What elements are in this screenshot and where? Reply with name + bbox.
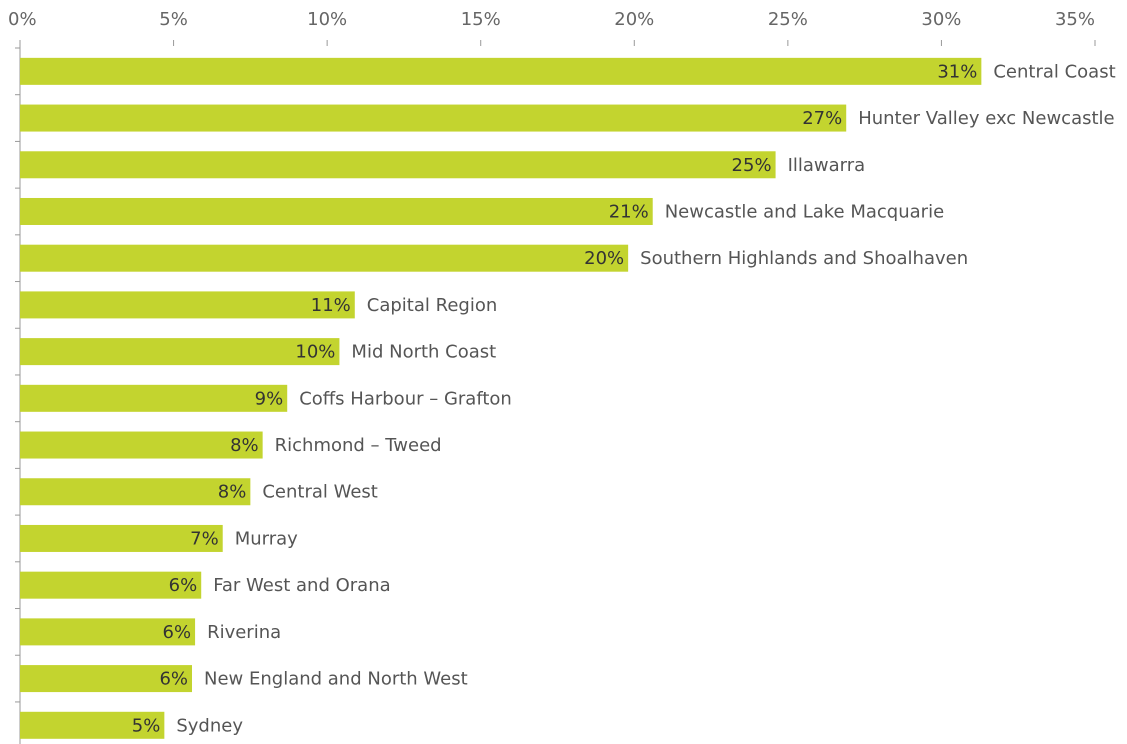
value-label: 6% (159, 669, 188, 690)
value-label: 8% (218, 482, 247, 503)
value-label: 31% (937, 61, 977, 82)
bar (20, 197, 653, 225)
bar (20, 384, 288, 412)
bar (20, 431, 263, 459)
category-label: Riverina (207, 622, 281, 643)
x-tick-label: 5% (159, 9, 188, 30)
bar (20, 618, 196, 646)
bar (20, 571, 202, 599)
bar (20, 151, 776, 179)
x-tick-label: 20% (614, 9, 654, 30)
bar (20, 478, 251, 506)
category-label: Hunter Valley exc Newcastle (858, 108, 1114, 129)
bar (20, 104, 847, 132)
value-label: 5% (132, 715, 161, 736)
bar (20, 57, 982, 85)
category-label: Coffs Harbour – Grafton (299, 388, 512, 409)
bar (20, 711, 165, 739)
value-label: 10% (295, 342, 335, 363)
value-label: 7% (190, 528, 219, 549)
x-tick-label: 10% (307, 9, 347, 30)
x-tick-label: 30% (921, 9, 961, 30)
category-label: Far West and Orana (213, 575, 390, 596)
bar (20, 244, 629, 272)
category-label: Illawarra (788, 155, 866, 176)
value-label: 6% (163, 622, 192, 643)
category-label: Central West (262, 482, 378, 503)
x-tick-label: 15% (461, 9, 501, 30)
value-label: 21% (609, 201, 649, 222)
value-label: 11% (311, 295, 351, 316)
x-tick-label: 25% (768, 9, 808, 30)
category-label: New England and North West (204, 669, 468, 690)
x-tick-label: 35% (1055, 9, 1095, 30)
value-label: 9% (255, 388, 284, 409)
value-label: 27% (802, 108, 842, 129)
category-label: Central Coast (993, 61, 1115, 82)
value-label: 25% (732, 155, 772, 176)
category-label: Southern Highlands and Shoalhaven (640, 248, 968, 269)
category-label: Sydney (176, 715, 243, 736)
category-label: Mid North Coast (351, 342, 496, 363)
category-label: Murray (235, 528, 298, 549)
bar (20, 665, 192, 693)
category-label: Richmond – Tweed (275, 435, 442, 456)
category-label: Capital Region (367, 295, 497, 316)
value-label: 8% (230, 435, 259, 456)
category-label: Newcastle and Lake Macquarie (665, 201, 944, 222)
value-label: 20% (584, 248, 624, 269)
bar (20, 338, 340, 366)
bar (20, 291, 355, 319)
bar (20, 524, 223, 552)
value-label: 6% (169, 575, 198, 596)
x-tick-label: 0% (8, 9, 37, 30)
